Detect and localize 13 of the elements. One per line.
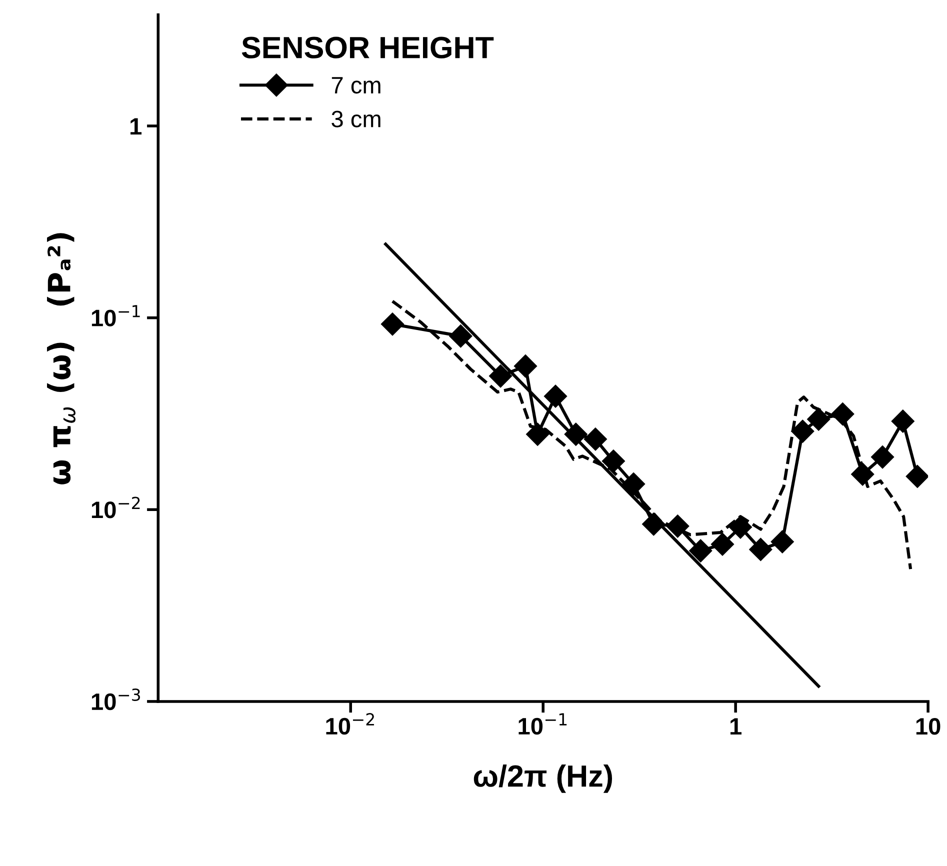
y-tick-label: 1 (130, 118, 142, 134)
legend-title: SENSOR HEIGHT (242, 36, 494, 58)
x-tick-label: 10$^{−1}$ (518, 713, 567, 735)
x-tick-label: 10$^{−2}$ (326, 713, 374, 735)
y-axis-title: ω π$_{ω}$ (ω) (Pₐ²) (47, 233, 76, 484)
y-tick-label: 10$^{−1}$ (92, 305, 140, 326)
y-tick-label: 10$^{−3}$ (92, 688, 140, 710)
legend-label: 3 cm (332, 110, 380, 128)
y-tick-label: 10$^{−2}$ (92, 496, 140, 518)
x-tick-label: 1 (730, 718, 742, 735)
legend-label: 7 cm (332, 77, 380, 94)
x-axis-title: ω/2π (Hz) (474, 764, 612, 793)
x-tick-label: 10 (916, 718, 940, 735)
